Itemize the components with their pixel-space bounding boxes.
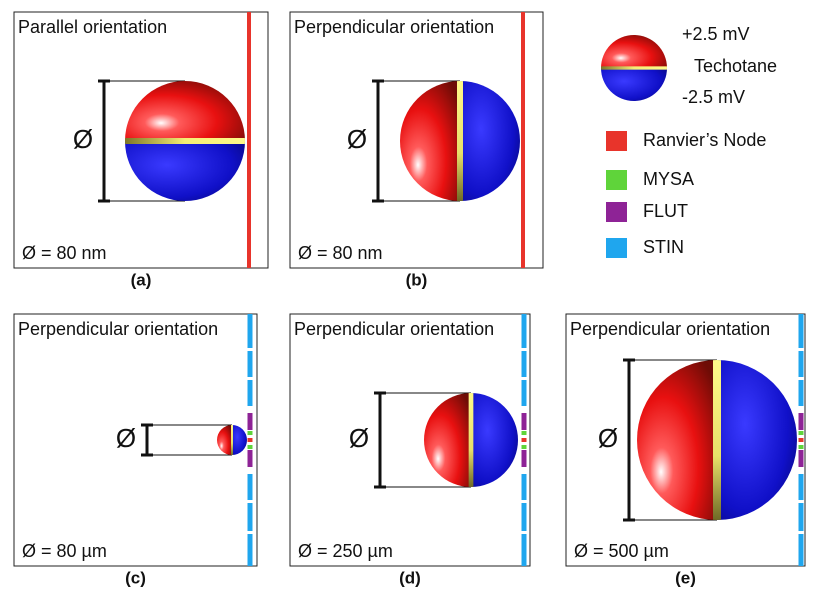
legend-label: MYSA [643,169,694,189]
sphere [424,393,518,487]
legend-swatch [606,202,627,222]
panel-frame [13,313,258,567]
techotane-band [713,360,721,520]
diameter-label: Ø = 500 µm [574,541,669,561]
diameter-label: Ø = 80 nm [22,243,107,263]
panel-caption: (b) [406,270,428,289]
legend-swatch [606,170,627,190]
sphere [601,35,667,101]
legend-label: STIN [643,237,684,257]
legend-middle: Techotane [694,56,777,76]
legend-plus: +2.5 mV [682,24,750,44]
legend-minus: -2.5 mV [682,87,745,107]
positive-half [424,393,471,487]
diameter-label: Ø = 250 µm [298,541,393,561]
legend-label: Ranvier’s Node [643,130,766,150]
negative-half [717,360,797,520]
legend-swatch [606,238,627,258]
diameter-label: Ø = 80 nm [298,243,383,263]
diameter-symbol: Ø [349,423,369,453]
diameter-symbol: Ø [73,124,93,154]
negative-half [125,141,245,201]
techotane-band [231,425,233,455]
panel-title: Perpendicular orientation [18,319,218,339]
panel-title: Parallel orientation [18,17,167,37]
positive-half [217,425,232,455]
legend-swatch [606,131,627,151]
diameter-symbol: Ø [347,124,367,154]
sphere [125,81,245,201]
techotane-band [601,66,667,70]
panel-caption: (c) [125,568,146,587]
diameter-symbol: Ø [598,423,618,453]
positive-half [400,81,460,201]
panel-caption: (d) [399,568,421,587]
diameter-symbol: Ø [116,423,136,453]
techotane-band [125,138,245,144]
panel-caption: (a) [131,270,152,289]
positive-half [125,81,245,141]
diameter-label: Ø = 80 µm [22,541,107,561]
positive-half [601,35,667,68]
positive-half [637,360,717,520]
panel-title: Perpendicular orientation [294,17,494,37]
sphere [400,81,520,201]
sphere [637,360,797,520]
negative-half [460,81,520,201]
negative-half [601,68,667,101]
sphere [217,425,247,455]
negative-half [232,425,247,455]
techotane-band [457,81,463,201]
legend-label: FLUT [643,201,688,221]
panel-caption: (e) [675,568,696,587]
negative-half [471,393,518,487]
panel-title: Perpendicular orientation [294,319,494,339]
panel-title: Perpendicular orientation [570,319,770,339]
techotane-band [468,393,474,487]
